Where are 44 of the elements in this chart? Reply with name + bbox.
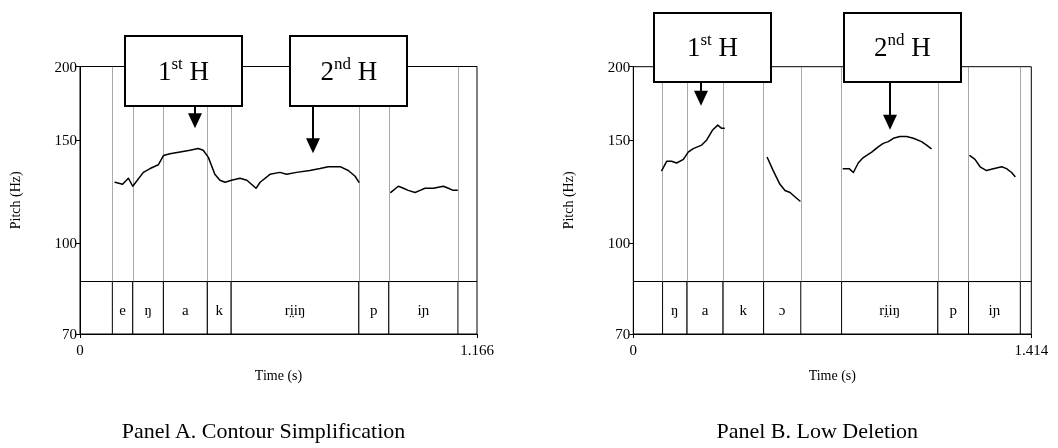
y-axis-title: Pitch (Hz) [7,170,24,230]
y-tick-label: 70 [615,326,631,342]
x-tick-label: 1.414 [1014,341,1049,358]
line-series [766,156,801,202]
band-label: k [739,302,748,318]
band-label: iɲ [417,302,430,318]
band-label: iɲ [988,302,1001,318]
callout-box: 2$^{nd}$ H [842,11,963,84]
callout-box: 2$^{nd}$ H [289,35,409,107]
x-tick-label: 1.166 [460,341,495,358]
y-tick-label: 100 [54,235,77,252]
x-axis-title: Time (s) [808,367,857,384]
line-series [660,124,725,172]
x-axis-title: Time (s) [254,367,303,384]
x-tick-label: 0 [76,341,84,358]
y-tick-label: 200 [607,58,631,75]
annotation: 2$^{nd}$ H [320,53,378,86]
band-label: a [182,302,190,318]
band-label: a [701,302,709,318]
y-tick-label: 150 [54,131,77,148]
line-series [390,185,458,194]
annotation: 1$^{st}$ H [157,53,210,86]
text: Panel A. Contour Simplification [121,417,406,443]
y-tick-label: 70 [62,326,77,342]
y-tick-label: 200 [54,58,77,75]
line-series [842,135,932,174]
y-tick-label: 150 [607,131,631,148]
band-label: p [370,302,378,318]
callout-box: 1$^{st}$ H [124,35,243,107]
y-tick-label: 100 [607,235,631,252]
band-label: e [119,302,127,318]
band-label: p [949,302,957,318]
callout-box: 1$^{st}$ H [652,11,773,84]
band-label: ŋ [671,302,679,318]
band-label: k [215,302,224,318]
y-axis-title: Pitch (Hz) [560,171,577,230]
x-tick-label: 0 [629,341,638,358]
line-series [969,154,1016,178]
line-series [114,147,360,190]
band-label: ɔ [778,302,786,318]
text: Panel B. Low Deletion [716,417,919,443]
band-label: ri̤iŋ [879,302,901,318]
band-label: ŋ [144,302,152,318]
band-label: ri̤iŋ [284,302,306,318]
